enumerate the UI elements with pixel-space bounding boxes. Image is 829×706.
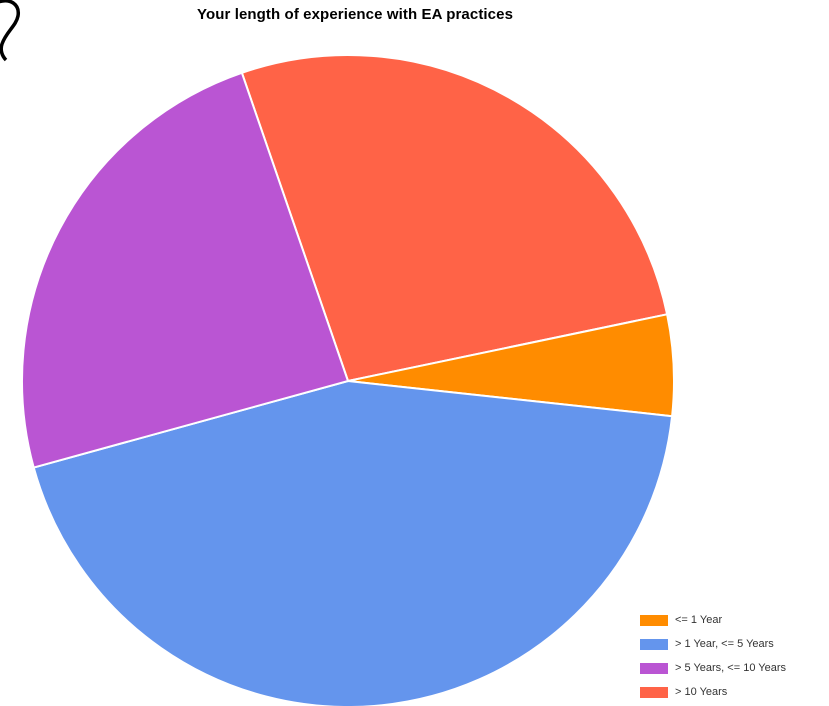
legend-swatch xyxy=(640,686,668,698)
legend-label: > 1 Year, <= 5 Years xyxy=(675,638,774,650)
pie-slice xyxy=(240,54,669,382)
legend-item: > 5 Years, <= 10 Years xyxy=(640,658,825,678)
legend-swatch xyxy=(640,662,668,674)
legend-swatch xyxy=(640,638,668,650)
legend-item: > 1 Year, <= 5 Years xyxy=(640,634,825,654)
chart-title: Your length of experience with EA practi… xyxy=(196,6,514,23)
legend-label: > 10 Years xyxy=(675,686,728,698)
legend-label: <= 1 Year xyxy=(675,614,723,626)
pie-slice xyxy=(21,71,349,469)
legend-label: > 5 Years, <= 10 Years xyxy=(675,662,787,674)
legend: <= 1 Year > 1 Year, <= 5 Years > 5 Years… xyxy=(640,610,825,706)
legend-item: > 10 Years xyxy=(640,682,825,702)
pie-slices xyxy=(21,54,675,706)
legend-item: <= 1 Year xyxy=(640,610,825,630)
legend-swatch xyxy=(640,614,668,626)
